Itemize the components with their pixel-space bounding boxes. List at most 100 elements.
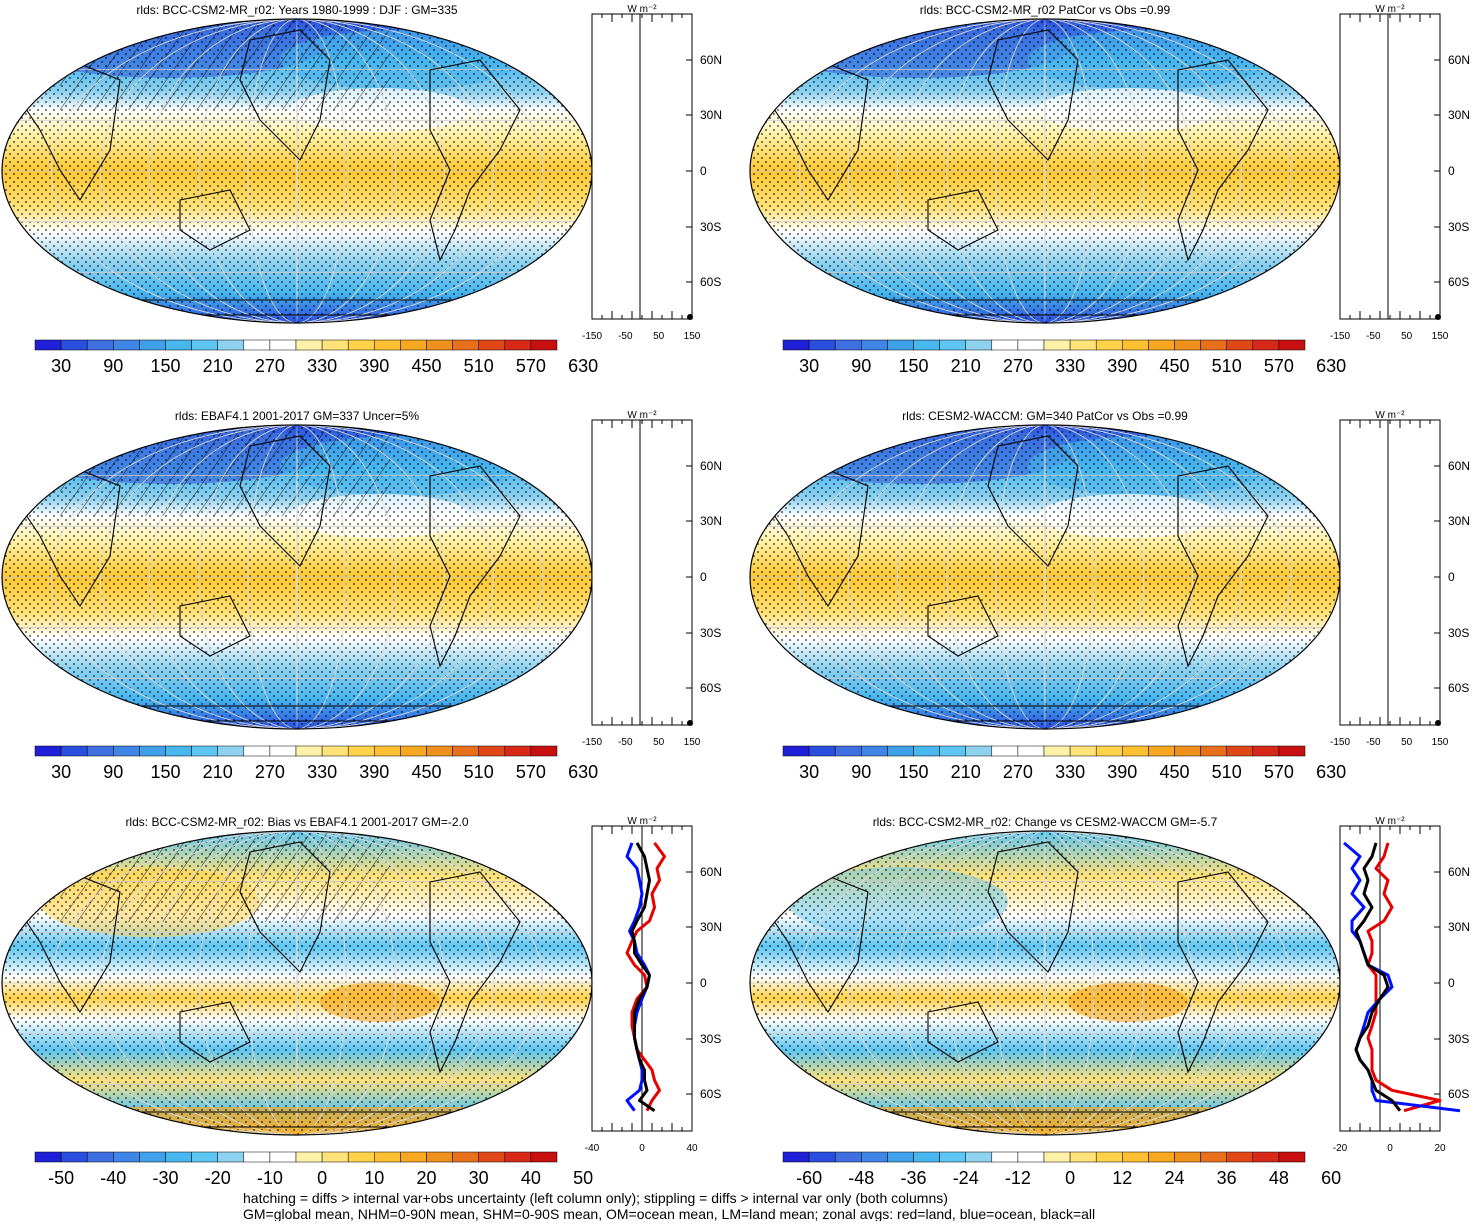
colorbar-label: 10 bbox=[364, 1168, 384, 1188]
colorbar-label: 90 bbox=[103, 356, 123, 376]
graticule-meridian bbox=[847, 425, 1243, 729]
colorbar-label: 450 bbox=[1159, 356, 1189, 376]
colorbar-box bbox=[1278, 745, 1306, 757]
colorbar-label: -40 bbox=[100, 1168, 126, 1188]
colorbar-box bbox=[861, 339, 888, 351]
zonal-tick-label: -50 bbox=[618, 737, 633, 748]
lat-label: 0 bbox=[1448, 976, 1455, 990]
graticule-meridian bbox=[247, 19, 347, 323]
colorbar-box bbox=[452, 745, 479, 757]
lat-label: 60S bbox=[1448, 275, 1469, 289]
colorbar-box bbox=[60, 339, 88, 351]
colorbar-box bbox=[1069, 339, 1097, 351]
colorbar-label: 270 bbox=[1003, 762, 1033, 782]
lat-label: 30N bbox=[1448, 108, 1470, 122]
lat-label: 30S bbox=[1448, 626, 1469, 640]
lat-label: 0 bbox=[1448, 164, 1455, 178]
colorbar-box bbox=[991, 1151, 1019, 1163]
colorbar-box bbox=[426, 339, 453, 351]
lat-label: 60S bbox=[700, 275, 721, 289]
colorbar-label: -50 bbox=[48, 1168, 74, 1188]
graticule-meridian bbox=[1044, 831, 1046, 1135]
colorbar-box bbox=[1252, 745, 1280, 757]
continent-outline bbox=[1177, 59, 1269, 262]
colorbar-box bbox=[1043, 745, 1071, 757]
colorbar-box bbox=[1252, 1151, 1280, 1163]
lat-label: 60S bbox=[1448, 1087, 1469, 1101]
zonal-frame bbox=[1339, 13, 1441, 320]
panel-3: rlds: EBAF4.1 2001-2017 GM=337 Uncer=5% 3… bbox=[1, 409, 722, 782]
colorbar-box bbox=[269, 1151, 297, 1163]
graticule-meridian bbox=[149, 19, 445, 323]
lat-label: 30N bbox=[1448, 514, 1470, 528]
colorbar-box bbox=[1174, 1151, 1201, 1163]
panel-1: rlds: BCC-CSM2-MR_r02: Years 1980-1999 :… bbox=[1, 3, 722, 376]
graticule-meridian bbox=[198, 831, 396, 1135]
colorbar-box bbox=[113, 339, 140, 351]
continent-outline bbox=[1177, 465, 1269, 668]
colorbar-label: 570 bbox=[1264, 356, 1294, 376]
zonal-tick-label: -150 bbox=[582, 737, 602, 748]
continent-outline bbox=[179, 595, 251, 657]
colorbar-label: -60 bbox=[796, 1168, 822, 1188]
zonal-tick-label: -50 bbox=[1366, 737, 1381, 748]
colorbar-box bbox=[217, 339, 245, 351]
map-field bbox=[750, 425, 1340, 729]
colorbar-label: 570 bbox=[1264, 762, 1294, 782]
colorbar-label: 390 bbox=[1107, 762, 1137, 782]
colorbar-box bbox=[400, 745, 427, 757]
colorbar-box bbox=[269, 745, 297, 757]
colorbar-box bbox=[808, 745, 836, 757]
zonal-marker bbox=[1435, 720, 1441, 726]
colorbar-box bbox=[1278, 1151, 1306, 1163]
continent-outline bbox=[239, 29, 331, 161]
colorbar-label: 270 bbox=[1003, 356, 1033, 376]
lat-label: 30S bbox=[700, 626, 721, 640]
map-field bbox=[750, 831, 1340, 1135]
zonal-marker bbox=[687, 314, 693, 320]
colorbar-box bbox=[782, 339, 810, 351]
zonal-tick-label: 150 bbox=[1432, 737, 1449, 748]
colorbar-box bbox=[939, 339, 966, 351]
colorbar-label: 36 bbox=[1217, 1168, 1237, 1188]
zonal-frame bbox=[591, 419, 693, 726]
zonal-series-line bbox=[1354, 842, 1402, 1112]
colorbar-box bbox=[504, 1151, 532, 1163]
colorbar-label: 90 bbox=[851, 356, 871, 376]
colorbar-box bbox=[887, 745, 914, 757]
colorbar-label: 330 bbox=[307, 356, 337, 376]
colorbar-label: 150 bbox=[898, 356, 928, 376]
zonal-frame bbox=[591, 13, 693, 320]
colorbar-box bbox=[34, 1151, 62, 1163]
colorbar-label: 630 bbox=[1316, 356, 1346, 376]
graticule-meridian bbox=[897, 831, 1193, 1135]
zonal-tick-label: 150 bbox=[684, 331, 701, 342]
colorbar-label: 270 bbox=[255, 762, 285, 782]
colorbar-label: -12 bbox=[1005, 1168, 1031, 1188]
colorbar-box bbox=[60, 745, 88, 757]
lat-label: 60N bbox=[700, 53, 722, 67]
colorbar-label: 330 bbox=[307, 762, 337, 782]
continent-outline bbox=[987, 435, 1079, 567]
colorbar-label: 270 bbox=[255, 356, 285, 376]
colorbar-label: 30 bbox=[799, 762, 819, 782]
continent-outline bbox=[927, 1001, 999, 1063]
graticule-meridian bbox=[995, 19, 1095, 323]
panel-4: rlds: CESM2-WACCM: GM=340 PatCor vs Obs … bbox=[749, 409, 1470, 782]
colorbar-box bbox=[1122, 745, 1149, 757]
hatch-overlay bbox=[60, 426, 390, 516]
colorbar-box bbox=[1017, 339, 1045, 351]
colorbar-box bbox=[991, 745, 1019, 757]
colorbar-box bbox=[243, 339, 271, 351]
zonal-frame bbox=[1339, 419, 1441, 726]
lat-label: 60N bbox=[1448, 53, 1470, 67]
colorbar-label: 390 bbox=[359, 762, 389, 782]
colorbar-box bbox=[1226, 339, 1254, 351]
graticule-meridian bbox=[847, 19, 1243, 323]
graticule-meridian bbox=[99, 831, 495, 1135]
colorbar-box bbox=[347, 339, 375, 351]
lat-label: 60N bbox=[1448, 865, 1470, 879]
colorbar-box bbox=[1252, 339, 1280, 351]
colorbar-label: -36 bbox=[900, 1168, 926, 1188]
colorbar-label: 450 bbox=[1159, 762, 1189, 782]
